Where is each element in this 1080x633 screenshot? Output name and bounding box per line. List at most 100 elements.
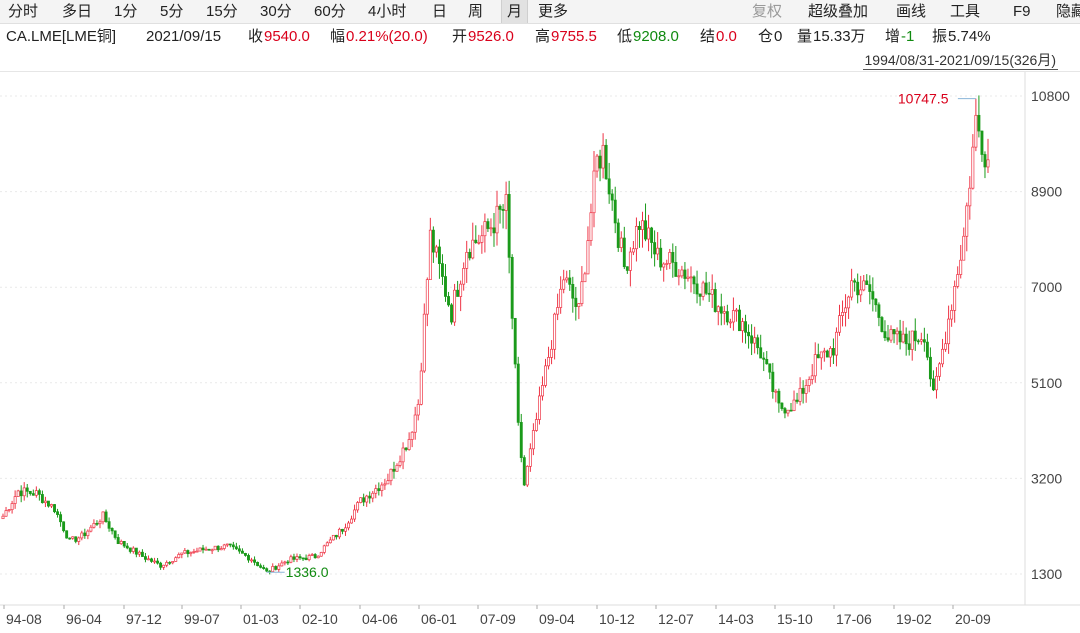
candle bbox=[231, 541, 235, 550]
candle bbox=[131, 546, 135, 554]
candle bbox=[359, 497, 363, 504]
candle bbox=[756, 334, 760, 355]
candle bbox=[204, 546, 208, 551]
candle bbox=[325, 541, 329, 547]
period-tab-7[interactable]: 4小时 bbox=[368, 3, 407, 20]
x-tick-label-15: 19-02 bbox=[896, 611, 932, 627]
candle bbox=[22, 482, 26, 501]
candle bbox=[559, 276, 563, 314]
candle bbox=[13, 490, 17, 509]
candle bbox=[447, 291, 450, 307]
candle bbox=[140, 549, 144, 557]
candle bbox=[983, 151, 987, 179]
candle bbox=[625, 266, 629, 274]
period-tab-8[interactable]: 日 bbox=[432, 3, 448, 20]
candle bbox=[553, 312, 557, 360]
candle bbox=[728, 318, 732, 329]
period-tab-10[interactable]: 月 bbox=[501, 0, 529, 23]
candle bbox=[622, 226, 626, 270]
candle bbox=[725, 304, 729, 326]
candle bbox=[468, 248, 472, 261]
y-tick-label-5: 10800 bbox=[1031, 88, 1070, 104]
min-price-label: 1336.0 bbox=[286, 564, 329, 580]
candle bbox=[871, 277, 875, 312]
candle bbox=[707, 281, 711, 302]
toolbar-button-4[interactable]: F9 bbox=[1013, 3, 1031, 20]
candle bbox=[25, 484, 29, 498]
candle bbox=[434, 244, 438, 258]
toolbar-button-5[interactable]: 隐藏 bbox=[1056, 3, 1080, 20]
candle bbox=[71, 536, 75, 540]
candle bbox=[89, 524, 93, 533]
candle bbox=[825, 349, 829, 358]
open-label: 开 bbox=[452, 28, 468, 45]
candle bbox=[1, 513, 5, 520]
period-tab-5[interactable]: 30分 bbox=[260, 3, 292, 20]
period-tab-6[interactable]: 60分 bbox=[314, 3, 346, 20]
candle bbox=[465, 240, 469, 283]
candle bbox=[256, 561, 260, 567]
candle bbox=[253, 556, 257, 566]
candle bbox=[189, 551, 193, 557]
candle bbox=[244, 552, 247, 557]
toolbar-button-3[interactable]: 工具 bbox=[950, 3, 981, 20]
candle bbox=[874, 298, 878, 312]
candle bbox=[853, 278, 857, 292]
candle bbox=[574, 286, 578, 321]
candle bbox=[198, 547, 202, 552]
toolbar-button-2[interactable]: 画线 bbox=[896, 3, 927, 20]
period-tab-4[interactable]: 15分 bbox=[206, 3, 238, 20]
oi-change-label: 增 bbox=[885, 28, 901, 45]
candle bbox=[677, 269, 681, 286]
candle bbox=[495, 190, 499, 246]
price-axis: 1300 3200 5100 7000 8900 10800 bbox=[1031, 88, 1070, 582]
candle bbox=[531, 423, 535, 456]
candle bbox=[537, 386, 541, 425]
toolbar-button-0[interactable]: 复权 bbox=[752, 3, 783, 20]
period-tab-0[interactable]: 分时 bbox=[8, 3, 39, 20]
candle bbox=[377, 482, 381, 496]
candle bbox=[986, 138, 990, 174]
candle bbox=[50, 503, 53, 509]
candle bbox=[798, 377, 802, 406]
candle bbox=[365, 494, 369, 507]
volume-label: 量 bbox=[797, 28, 813, 45]
x-tick-label-0: 94-08 bbox=[6, 611, 42, 627]
period-tab-2[interactable]: 1分 bbox=[114, 3, 138, 20]
candle bbox=[889, 325, 893, 343]
header-divider bbox=[0, 71, 1080, 72]
candle bbox=[86, 529, 90, 540]
candle bbox=[322, 544, 326, 555]
period-tab-1[interactable]: 多日 bbox=[62, 3, 93, 20]
candle bbox=[386, 473, 390, 485]
period-tab-11[interactable]: 更多 bbox=[538, 3, 569, 20]
candle bbox=[947, 305, 951, 354]
candle bbox=[671, 243, 675, 278]
change-value: 0.21%(20.0) bbox=[346, 28, 428, 45]
candle bbox=[10, 500, 14, 514]
candle bbox=[956, 266, 960, 289]
candlestick-chart[interactable]: 1300 3200 5100 7000 8900 10800 94-08 96-04 97-1… bbox=[0, 72, 1080, 633]
period-tab-9[interactable]: 周 bbox=[468, 3, 484, 20]
candle bbox=[271, 563, 275, 572]
date-range-selector[interactable]: 1994/08/31-2021/09/15(326月) bbox=[862, 52, 1058, 70]
candle bbox=[380, 482, 384, 497]
candle bbox=[634, 217, 638, 262]
candle bbox=[374, 484, 378, 499]
candle bbox=[710, 274, 714, 308]
candle bbox=[504, 181, 508, 230]
candle bbox=[122, 540, 126, 548]
candle bbox=[719, 293, 723, 326]
candle bbox=[471, 222, 475, 260]
candle bbox=[586, 226, 590, 275]
candle bbox=[580, 266, 584, 307]
candle bbox=[656, 232, 660, 261]
candle bbox=[83, 528, 87, 539]
candle bbox=[347, 520, 350, 531]
period-toolbar: 分时 多日 1分 5分 15分 30分 60分 4小时 日 周月更多 复权 超级叠加 画线 工具 F9 隐藏 bbox=[0, 0, 1080, 24]
toolbar-button-1[interactable]: 超级叠加 bbox=[808, 3, 869, 20]
candle bbox=[237, 545, 241, 554]
candle bbox=[931, 370, 935, 392]
candle bbox=[307, 553, 311, 562]
period-tab-3[interactable]: 5分 bbox=[160, 3, 184, 20]
